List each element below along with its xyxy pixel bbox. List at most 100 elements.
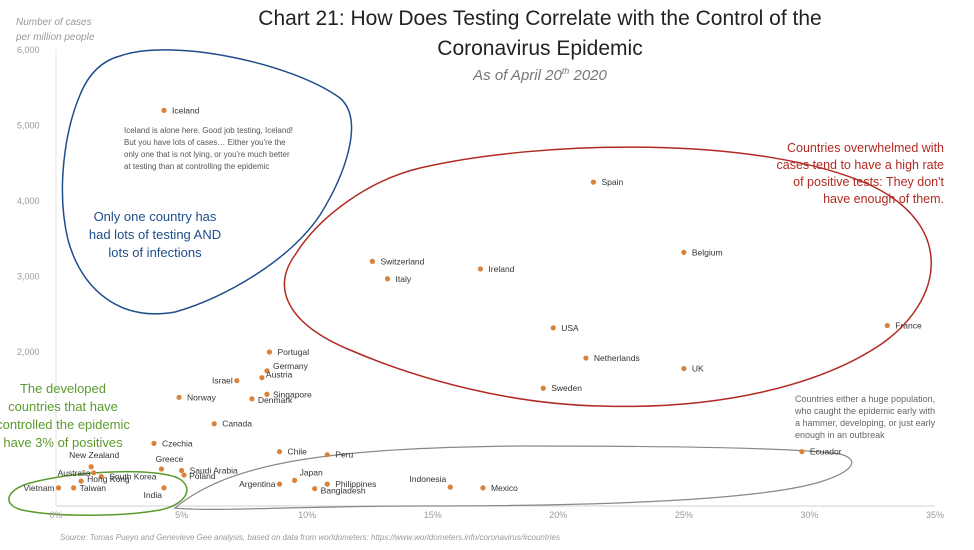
blue-annotation-line-3: lots of infections: [108, 245, 202, 260]
x-tick-label: 0%: [49, 510, 62, 520]
y-tick-label: 5,000: [17, 121, 40, 131]
point-greece: [158, 466, 165, 472]
x-tick-label: 5%: [175, 510, 188, 520]
point-norway: [176, 394, 182, 400]
point-germany: [264, 368, 270, 374]
point-mexico: [480, 485, 486, 491]
point-france: [884, 322, 890, 329]
point-israel: [234, 378, 240, 384]
point-label: Belgium: [692, 247, 723, 257]
point-label: Japan: [300, 467, 323, 477]
point-spain: [590, 179, 597, 185]
x-tick-label: 35%: [926, 510, 944, 520]
blue-annotation-line-1: Only one country has: [94, 209, 217, 224]
point-label: India: [144, 490, 163, 500]
blue-region-outline: [61, 49, 353, 315]
point-saudi-arabia: [178, 467, 185, 474]
point-label: Greece: [155, 454, 183, 464]
gray-region-outline: [173, 445, 853, 510]
point-belgium: [681, 249, 687, 255]
point-label: Norway: [187, 392, 217, 402]
point-hong-kong: [78, 478, 84, 484]
point-italy: [384, 276, 391, 282]
red-annotation-line-3: of positive tests: They don't: [793, 175, 944, 189]
iceland-note: Iceland is alone here. Good job testing,…: [124, 126, 293, 171]
y-tick-label: 6,000: [17, 45, 40, 55]
point-label: Israel: [212, 376, 233, 386]
y-tick-label: 2,000: [17, 347, 40, 357]
point-philippines: [324, 481, 330, 487]
point-label: Chile: [288, 447, 308, 457]
point-label: Iceland: [172, 105, 200, 115]
point-label: France: [895, 321, 922, 331]
point-netherlands: [583, 355, 589, 361]
red-annotation: Countries overwhelmed with cases tend to…: [777, 141, 945, 206]
point-singapore: [264, 391, 270, 397]
gray-annotation: Countries either a huge population, who …: [794, 394, 936, 440]
x-axis-ticks: 0% 5% 10% 15% 20% 25% 30% 35%: [49, 510, 944, 520]
y-axis-label-line2: per million people: [15, 32, 95, 43]
green-annotation-line-2: countries that have: [8, 399, 118, 414]
point-label: Denmark: [258, 395, 293, 405]
point-south-korea: [98, 473, 104, 480]
point-label: Singapore: [273, 389, 312, 399]
point-label: Indonesia: [409, 474, 446, 484]
point-ecuador: [799, 449, 805, 455]
chart-subtitle: As of April 20th 2020: [472, 66, 607, 84]
point-austria: [259, 375, 265, 381]
point-label: Peru: [335, 450, 353, 460]
green-annotation-line-3: controlled the epidemic: [0, 417, 130, 432]
point-label: Spain: [601, 177, 623, 187]
point-label: Argentina: [239, 479, 276, 489]
iceland-note-line-3: only one that is not lying, or you're mu…: [124, 150, 290, 159]
point-indonesia: [447, 484, 453, 490]
point-sweden: [540, 385, 546, 391]
point-chile: [276, 449, 283, 455]
point-czechia: [151, 440, 157, 446]
gray-annotation-line-2: who caught the epidemic early with: [794, 406, 935, 416]
data-points: Iceland Spain Belgium Switzerland Ireland Ita…: [23, 105, 922, 500]
green-annotation-line-4: have 3% of positives: [3, 435, 123, 450]
point-canada: [211, 421, 217, 427]
point-label: Vietnam: [23, 483, 54, 493]
blue-annotation-line-2: had lots of testing AND: [89, 227, 221, 242]
x-tick-label: 30%: [800, 510, 818, 520]
iceland-note-line-2: But you have lots of cases… Either you'r…: [124, 138, 286, 147]
point-label: Mexico: [491, 483, 518, 493]
chart-title-line2: Coronavirus Epidemic: [437, 37, 642, 60]
point-argentina: [276, 481, 283, 487]
point-label: Saudi Arabia: [190, 466, 238, 476]
point-label: UK: [692, 364, 704, 374]
red-annotation-line-1: Countries overwhelmed with: [787, 141, 944, 155]
x-tick-label: 10%: [298, 510, 316, 520]
subtitle-prefix: As of April 20: [472, 67, 562, 84]
point-india: [161, 485, 167, 491]
point-bangladesh: [312, 486, 318, 492]
source-note: Source: Tomas Pueyo and Genevieve Gee an…: [60, 533, 560, 542]
x-tick-label: 15%: [424, 510, 442, 520]
y-tick-label: 3,000: [17, 272, 40, 282]
green-region-outline: [8, 470, 188, 516]
chart-title-line1: Chart 21: How Does Testing Correlate wit…: [258, 7, 821, 30]
point-label: Netherlands: [594, 353, 640, 363]
point-label: USA: [561, 323, 579, 333]
y-axis-ticks: 2,000 3,000 4,000 5,000 6,000: [17, 45, 40, 357]
point-label: Bangladesh: [321, 486, 366, 496]
gray-annotation-line-1: Countries either a huge population,: [795, 394, 935, 404]
point-label: Switzerland: [380, 256, 424, 266]
red-annotation-line-4: have enough of them.: [823, 192, 944, 206]
point-label: Italy: [396, 274, 412, 284]
red-region-outline: [283, 146, 932, 408]
point-label: Germany: [273, 361, 309, 371]
point-usa: [550, 325, 556, 331]
point-label: Australia: [58, 468, 91, 478]
point-label: Sweden: [551, 383, 582, 393]
point-iceland: [161, 107, 167, 113]
green-annotation-line-1: The developed: [20, 381, 106, 396]
point-peru: [324, 452, 330, 458]
point-taiwan: [70, 485, 77, 491]
gray-annotation-line-3: a hammer, developing, or just early: [795, 418, 936, 428]
point-label: Austria: [266, 370, 293, 380]
point-label: Hong Kong: [87, 474, 130, 484]
